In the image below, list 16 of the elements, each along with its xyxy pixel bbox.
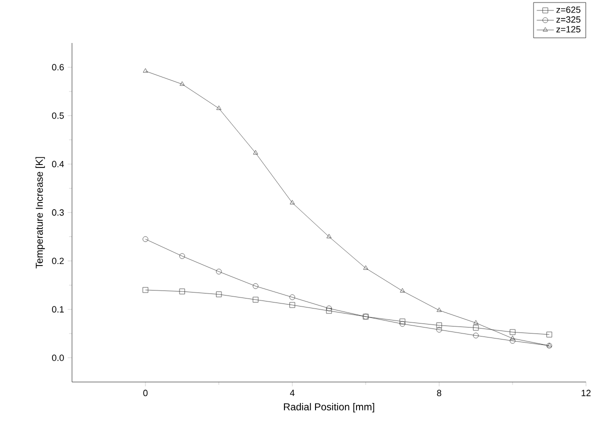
- x-tick-label: 0: [143, 390, 148, 396]
- legend-label: z=625: [556, 6, 580, 13]
- y-axis-title: Temperature Increase [K]: [36, 157, 45, 268]
- x-tick-label: 4: [290, 390, 295, 396]
- x-tick-label: 12: [582, 390, 591, 396]
- y-tick-label: 0.1: [52, 306, 64, 313]
- x-axis-title: Radial Position [mm]: [284, 403, 374, 412]
- y-tick-label: 0.5: [52, 112, 64, 119]
- y-tick-label: 0.6: [52, 64, 64, 70]
- y-tick-label: 0.0: [52, 354, 64, 361]
- y-tick-label: 0.3: [52, 209, 64, 216]
- legend-label: z=325: [556, 16, 580, 23]
- y-tick-label: 0.4: [52, 160, 64, 168]
- y-tick-label: 0.2: [52, 258, 64, 264]
- legend-label: z=125: [556, 26, 580, 32]
- x-tick-label: 8: [437, 390, 442, 396]
